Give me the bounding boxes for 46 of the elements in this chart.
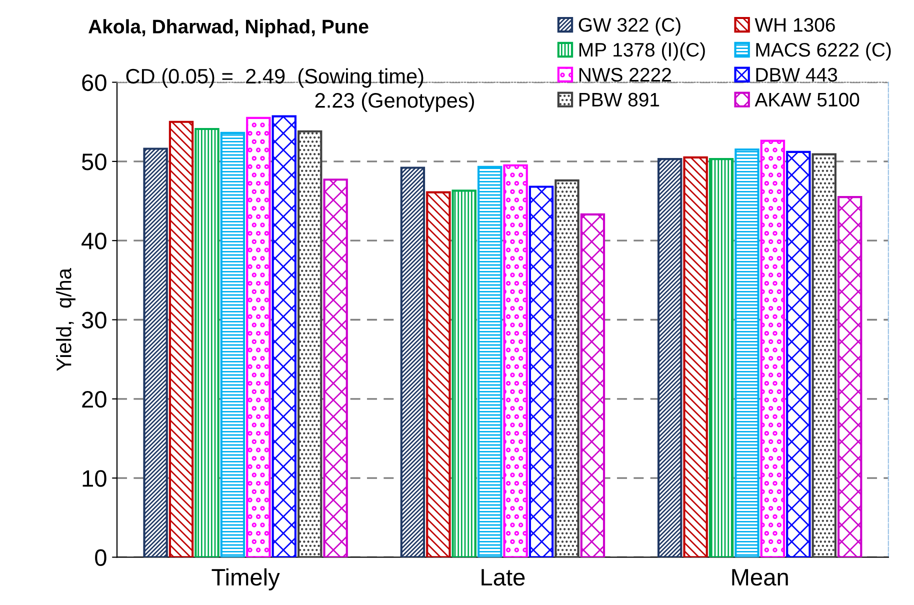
y-tick-label: 10 <box>82 470 106 487</box>
bar <box>760 140 786 558</box>
annotation: CD (0.05) = 2.49 (Sowing time) <box>126 68 424 88</box>
bar <box>426 191 451 558</box>
bar <box>194 128 220 558</box>
annotation: 2.23 (Genotypes) <box>315 92 474 112</box>
bar <box>657 158 682 558</box>
y-tick-label: 0 <box>95 549 106 566</box>
bar <box>580 213 606 558</box>
y-tick-label: 40 <box>82 232 106 250</box>
bar <box>528 186 554 558</box>
legend-label: WH 1306 <box>754 18 835 32</box>
bar <box>477 166 502 558</box>
bar <box>168 120 194 558</box>
bar <box>452 190 476 558</box>
y-tick-label: 50 <box>82 154 106 170</box>
y-axis-title: Yield, q/ha <box>56 268 76 372</box>
y-tick-label: 60 <box>82 74 106 92</box>
legend-label: MACS 6222 (C) <box>756 42 891 61</box>
bar <box>683 156 708 558</box>
bar <box>554 179 580 558</box>
legend-label: MP 1378 (I)(C) <box>579 42 705 61</box>
bar <box>246 116 271 558</box>
bar <box>734 148 760 558</box>
legend-label: AKAW 5100 <box>754 92 860 107</box>
y-tick-label: 30 <box>82 312 106 329</box>
bar <box>220 132 246 558</box>
legend-label: NWS 2222 <box>579 68 671 82</box>
y-tick-label: 20 <box>82 390 106 408</box>
chart-title: Akola, Dharwad, Niphad, Pune <box>88 19 368 38</box>
bar <box>323 178 348 558</box>
x-tick-label: Late <box>482 569 525 586</box>
bar <box>400 166 426 558</box>
bar <box>786 150 811 558</box>
bar <box>708 158 734 558</box>
legend-label: PBW 891 <box>579 92 660 107</box>
legend-label: GW 322 (C) <box>578 18 680 36</box>
bar <box>272 115 296 558</box>
x-tick-label: Timely <box>212 568 280 590</box>
bar <box>812 153 836 558</box>
legend-label: DBW 443 <box>756 68 838 82</box>
bar <box>143 148 168 558</box>
x-tick-label: Mean <box>732 569 788 586</box>
bar <box>297 130 322 558</box>
bar <box>503 164 528 558</box>
bar <box>837 196 862 558</box>
